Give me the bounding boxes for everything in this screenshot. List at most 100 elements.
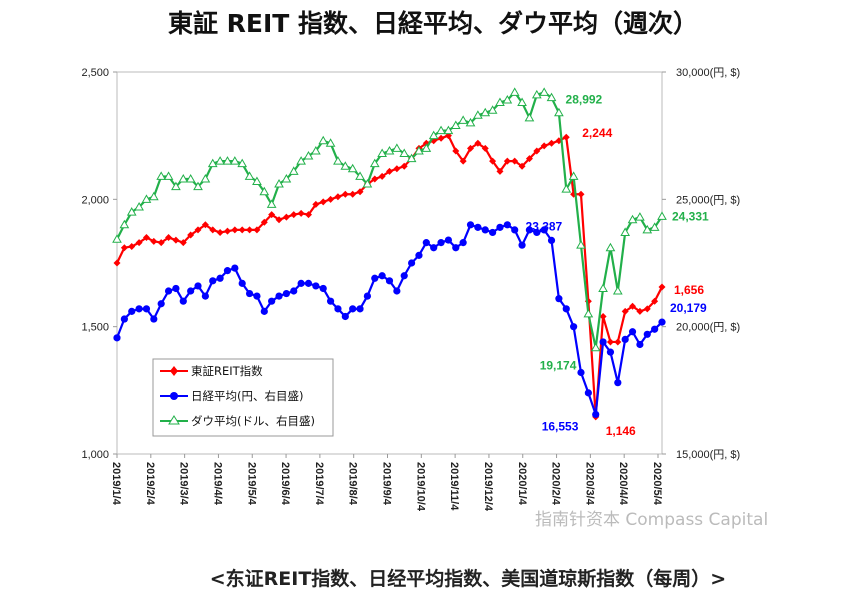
dow-point [259,186,270,196]
dow-point [465,117,476,127]
nikkei-point [157,300,165,308]
data-label: 16,553 [542,419,579,433]
dow-point [590,342,601,352]
legend-marker-reit [170,366,178,376]
dow-point [340,161,351,170]
reit-point [201,221,209,229]
dow-point [112,234,122,243]
nikkei-point [187,287,195,295]
dow-point [134,201,144,211]
nikkei-point [606,348,615,356]
nikkei-point [201,292,209,300]
dow-point [281,173,292,183]
reit-point [187,231,195,239]
x-tick-label: 2019/4/4 [211,462,223,506]
nikkei-point [474,223,482,231]
reit-point [165,234,173,242]
nikkei-point [238,279,246,287]
reit-point [533,147,541,155]
reit-point [268,211,276,219]
reit-point [319,198,327,206]
nikkei-point [422,239,430,247]
chart-title: 東証 REIT 指数、日経平均、ダウ平均（週次） [168,9,698,38]
data-label: 28,992 [566,93,603,107]
x-tick-label: 2019/2/4 [144,462,156,506]
nikkei-point [349,305,357,313]
nikkei-point [363,292,372,300]
nikkei-point [628,328,637,336]
dow-point [414,145,424,155]
reit-point [643,305,651,313]
nikkei-point [304,279,313,287]
dow-point [325,138,336,147]
nikkei-point [268,297,276,305]
right-tick-label: 30,000(円, $) [676,67,740,79]
nikkei-point [430,244,438,252]
reit-point [150,237,158,245]
dow-point [524,112,535,122]
nikkei-point [518,241,526,249]
dow-point [635,212,645,221]
reit-point [386,167,393,175]
reit-point [489,157,497,165]
dow-point [229,156,240,165]
dow-point [369,158,380,168]
nikkei-point [599,338,607,346]
reit-point [157,239,165,247]
nikkei-point [466,221,475,229]
dow-point [347,163,358,173]
dow-point [178,173,189,183]
reit-point [481,144,489,152]
nikkei-point [621,335,629,343]
nikkei-point [643,330,651,338]
x-tick-label: 2019/6/4 [279,462,291,506]
data-label: 2,244 [582,126,612,140]
reit-point [238,226,246,234]
nikkei-point [371,274,379,282]
reit-point [312,200,320,208]
x-tick-label: 2020/3/4 [583,462,595,506]
nikkei-point [636,340,644,349]
right-tick-label: 15,000(円, $) [676,449,740,461]
nikkei-point [570,323,578,331]
nikkei-point [120,315,128,323]
reit-point [548,139,556,147]
series-line-2 [116,90,663,348]
nikkei-point [128,307,136,315]
reit-point [172,236,180,244]
right-tick-label: 25,000(円, $) [676,194,740,206]
x-tick-label: 2019/3/4 [178,462,190,506]
reit-point [253,226,261,234]
dow-point [274,179,284,188]
dow-point [487,105,498,114]
x-tick-label: 2019/1/4 [110,462,122,506]
nikkei-point [319,284,327,293]
reit-point [260,218,268,226]
left-tick-label: 1,000 [81,449,109,461]
reit-point [496,167,504,175]
dow-point [598,283,608,292]
reit-point [356,188,364,196]
dow-point [333,156,343,165]
dow-point [517,97,527,107]
reit-point [334,193,342,201]
nikkei-point [172,284,180,293]
dow-point [318,135,329,145]
reit-point [113,259,121,267]
nikkei-point [275,292,283,300]
dow-point [443,125,454,135]
dow-point [222,156,233,165]
data-label: 23,387 [526,219,563,233]
nikkei-point [356,305,364,313]
nikkei-point [326,297,335,305]
dow-point [509,87,520,96]
reit-point [341,190,349,198]
reit-point [467,144,475,152]
reit-point [275,216,283,224]
reit-point [194,226,202,234]
reit-point [304,211,312,219]
nikkei-point [282,289,290,298]
dow-point [642,224,653,234]
dow-point [436,125,446,135]
nikkei-point [511,226,519,234]
